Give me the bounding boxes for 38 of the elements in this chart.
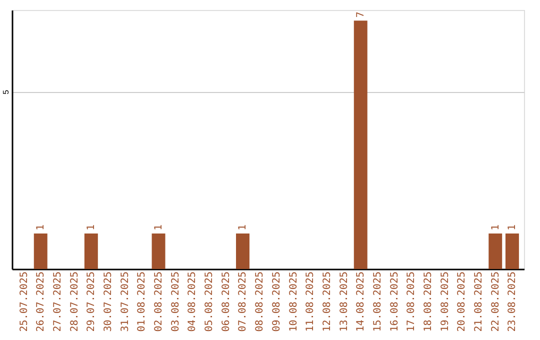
- data-label: 1: [490, 224, 502, 231]
- data-label: 1: [86, 224, 98, 231]
- x-tick-label: 17.08.2025: [406, 272, 418, 332]
- x-tick-label: 31.07.2025: [120, 272, 131, 332]
- x-tick-label: 03.08.2025: [170, 272, 182, 332]
- x-tick-label: 21.08.2025: [474, 272, 485, 332]
- x-tick-label: 28.07.2025: [69, 272, 80, 332]
- x-tick-label: 16.08.2025: [389, 272, 400, 332]
- x-tick-label: 13.08.2025: [338, 272, 350, 332]
- x-tick-label: 09.08.2025: [271, 272, 282, 332]
- data-label: 1: [36, 224, 47, 231]
- x-tick-label: 14.08.2025: [356, 272, 367, 332]
- x-tick-label: 01.08.2025: [136, 272, 148, 332]
- x-tick-label: 02.08.2025: [154, 272, 165, 332]
- x-tick-label: 25.07.2025: [18, 272, 30, 332]
- x-tick-label: 20.08.2025: [456, 272, 468, 332]
- x-tick-label: 10.08.2025: [288, 272, 300, 332]
- data-label: 7: [356, 12, 367, 18]
- x-tick-label: 04.08.2025: [187, 272, 198, 332]
- y-tick-label: 5: [2, 89, 10, 94]
- x-tick-label: 18.08.2025: [423, 272, 434, 332]
- x-tick-label: 15.08.2025: [372, 272, 384, 332]
- data-label: 1: [507, 224, 518, 231]
- x-tick-label: 08.08.2025: [254, 272, 266, 332]
- x-tick-label: 30.07.2025: [103, 272, 114, 332]
- x-tick-label: 11.08.2025: [305, 272, 316, 332]
- x-tick-label: 19.08.2025: [440, 272, 451, 332]
- data-label: 1: [238, 224, 249, 231]
- x-tick-label: 22.08.2025: [490, 272, 502, 332]
- x-tick-label: 26.07.2025: [36, 272, 47, 332]
- x-tick-label: 29.07.2025: [86, 272, 98, 332]
- x-tick-label: 27.07.2025: [52, 272, 64, 332]
- x-tick-label: 06.08.2025: [220, 272, 232, 332]
- x-tick-label: 05.08.2025: [204, 272, 216, 332]
- x-tick-label: 12.08.2025: [322, 272, 333, 332]
- x-tick-label: 23.08.2025: [507, 272, 518, 332]
- data-label: 1: [154, 224, 165, 231]
- x-tick-label: 07.08.2025: [238, 272, 249, 332]
